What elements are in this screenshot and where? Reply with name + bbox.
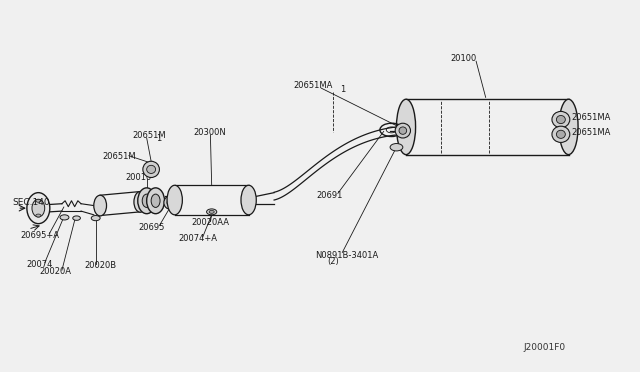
Ellipse shape xyxy=(138,188,156,214)
Ellipse shape xyxy=(552,112,570,128)
Circle shape xyxy=(60,215,69,220)
Circle shape xyxy=(209,211,214,213)
Ellipse shape xyxy=(164,196,177,209)
Text: 20651MA: 20651MA xyxy=(572,128,611,137)
Ellipse shape xyxy=(147,165,156,173)
Ellipse shape xyxy=(556,115,565,124)
Text: 20651MA: 20651MA xyxy=(572,113,611,122)
Text: 20300N: 20300N xyxy=(194,128,227,137)
Ellipse shape xyxy=(395,123,410,138)
Ellipse shape xyxy=(241,185,256,215)
Text: N0891B-3401A: N0891B-3401A xyxy=(315,251,378,260)
Text: 20695+A: 20695+A xyxy=(20,231,60,240)
Text: 20695: 20695 xyxy=(138,223,164,232)
Ellipse shape xyxy=(94,195,106,216)
Circle shape xyxy=(390,144,403,151)
Circle shape xyxy=(36,214,41,217)
Text: 20100: 20100 xyxy=(451,54,477,63)
Text: 20691: 20691 xyxy=(317,191,343,200)
Ellipse shape xyxy=(147,188,164,214)
Circle shape xyxy=(207,209,217,215)
Text: 20010: 20010 xyxy=(125,173,152,182)
Ellipse shape xyxy=(399,127,406,134)
Text: J20001F0: J20001F0 xyxy=(524,343,566,352)
Ellipse shape xyxy=(32,199,45,217)
Ellipse shape xyxy=(167,185,182,215)
Ellipse shape xyxy=(143,161,159,177)
Ellipse shape xyxy=(559,99,578,155)
Ellipse shape xyxy=(134,192,147,212)
Ellipse shape xyxy=(396,99,415,155)
Ellipse shape xyxy=(556,130,565,138)
Text: 20074: 20074 xyxy=(27,260,53,269)
Text: (2): (2) xyxy=(328,257,339,266)
Ellipse shape xyxy=(27,193,50,224)
Ellipse shape xyxy=(151,194,160,208)
Text: 20020A: 20020A xyxy=(40,267,72,276)
Text: 20074+A: 20074+A xyxy=(179,234,218,243)
Circle shape xyxy=(92,215,100,221)
Circle shape xyxy=(73,216,81,220)
Ellipse shape xyxy=(142,194,151,208)
Text: 20651M: 20651M xyxy=(132,131,166,140)
Text: SEC.140: SEC.140 xyxy=(12,198,50,207)
Ellipse shape xyxy=(167,199,173,206)
Ellipse shape xyxy=(552,126,570,142)
Text: 1: 1 xyxy=(156,134,161,143)
Circle shape xyxy=(36,199,41,202)
Text: 20020AA: 20020AA xyxy=(191,218,229,227)
Text: 20651MA: 20651MA xyxy=(293,81,333,90)
Text: 20020B: 20020B xyxy=(84,261,116,270)
Text: 1: 1 xyxy=(340,85,346,94)
Text: 20651M: 20651M xyxy=(102,152,136,161)
